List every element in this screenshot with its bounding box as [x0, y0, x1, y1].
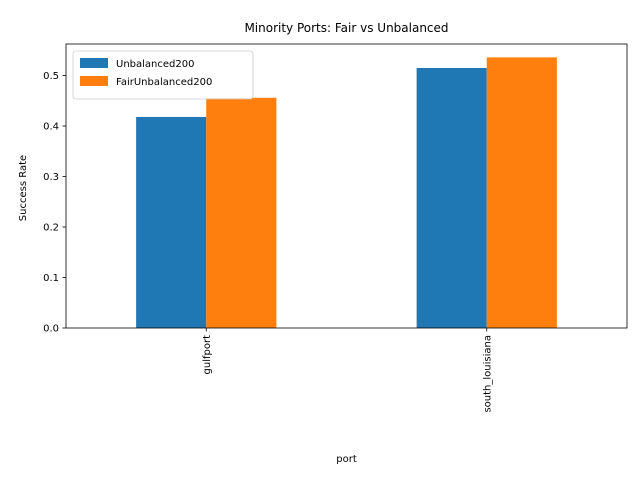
x-axis-label: port: [336, 454, 357, 465]
bar-Unbalanced200-gulfport: [136, 116, 207, 328]
y-tick-label: 0.2: [43, 223, 59, 234]
bar-FairUnbalanced200-gulfport: [206, 97, 277, 329]
y-axis-label: Success Rate: [18, 155, 29, 221]
x-tick-label: gulfport: [202, 335, 213, 375]
legend-label: FairUnbalanced200: [116, 77, 212, 88]
y-tick-label: 0.4: [43, 122, 59, 133]
bar-FairUnbalanced200-south_louisiana: [486, 57, 557, 329]
legend-swatch: [80, 58, 108, 68]
plot-frame: [65, 43, 628, 329]
legend: Unbalanced200 FairUnbalanced200: [72, 50, 254, 100]
bar-Unbalanced200-south_louisiana: [416, 67, 487, 328]
chart-title: Minority Ports: Fair vs Unbalanced: [244, 21, 448, 35]
legend-box: [72, 50, 254, 100]
y-tick-label: 0.5: [43, 71, 59, 82]
y-tick-label: 0.0: [43, 324, 59, 335]
y-tick-label: 0.3: [43, 172, 59, 183]
x-tick-label: south_louisiana: [482, 335, 493, 413]
y-tick-label: 0.1: [43, 273, 59, 284]
legend-label: Unbalanced200: [116, 59, 194, 70]
legend-swatch: [80, 76, 108, 86]
